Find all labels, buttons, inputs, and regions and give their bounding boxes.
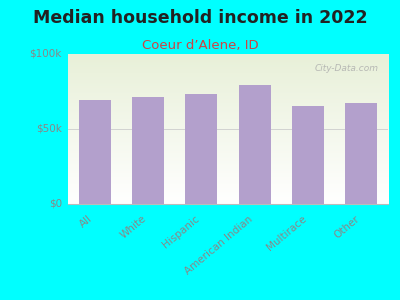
Bar xyxy=(185,94,217,204)
Bar xyxy=(345,103,377,204)
Bar xyxy=(79,100,111,204)
Text: $50k: $50k xyxy=(36,124,62,134)
Text: $0: $0 xyxy=(49,199,62,209)
Text: Median household income in 2022: Median household income in 2022 xyxy=(33,9,367,27)
Text: $100k: $100k xyxy=(30,49,62,59)
Bar xyxy=(132,98,164,204)
Text: Coeur d’Alene, ID: Coeur d’Alene, ID xyxy=(142,39,258,52)
Bar xyxy=(239,85,271,204)
Bar xyxy=(292,106,324,204)
Text: City-Data.com: City-Data.com xyxy=(314,64,378,74)
